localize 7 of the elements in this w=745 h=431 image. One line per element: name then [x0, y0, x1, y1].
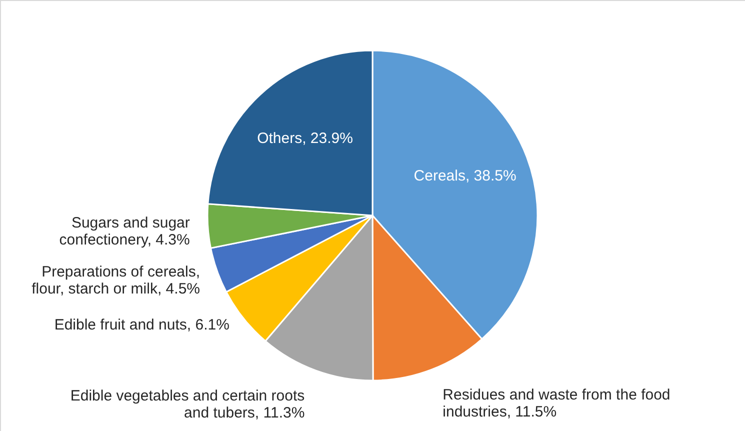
slice-label: Cereals, 38.5% [414, 167, 516, 184]
slice-label: Others, 23.9% [257, 130, 353, 148]
slice-label: Residues and waste from the food industries, 11.5% [442, 386, 670, 421]
slice-label: Preparations of cereals, flour, starch or milk, 4.5% [32, 264, 200, 298]
slice-label: Edible vegetables and certain roots and tubers, 11.3% [70, 387, 305, 422]
slice-label: Sugars and sugar confectionery, 4.3% [59, 214, 190, 248]
slice-label: Edible fruit and nuts, 6.1% [54, 316, 230, 334]
